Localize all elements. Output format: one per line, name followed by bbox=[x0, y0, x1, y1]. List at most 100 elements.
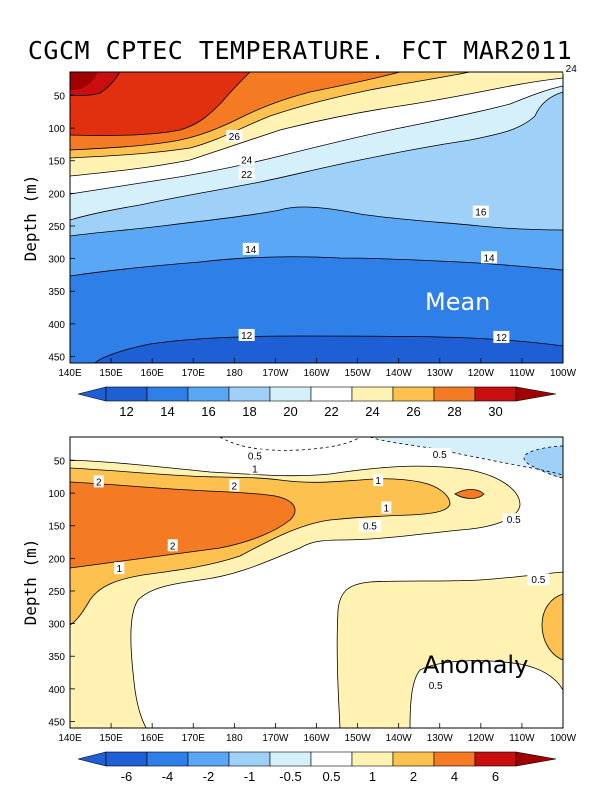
x-tick-label: 160E bbox=[140, 733, 164, 744]
colorbar-arrow-low bbox=[77, 386, 107, 402]
contour-label-box bbox=[424, 678, 447, 691]
x-tick-label: 140W bbox=[386, 368, 413, 379]
x-tick-label: 150W bbox=[345, 368, 372, 379]
colorbar-swatch bbox=[228, 751, 271, 767]
mean-panel-label: Mean bbox=[425, 288, 490, 316]
contour-label: 24 bbox=[241, 155, 253, 166]
contour-label: 1 bbox=[375, 476, 381, 487]
colorbar-tick-label: -0.5 bbox=[279, 769, 301, 784]
contour-label-box bbox=[493, 330, 510, 343]
x-tick-label: 150W bbox=[345, 733, 372, 744]
contour-label: 1 bbox=[117, 564, 123, 575]
anomaly-axes: 140E 150E 160E 170E 180 170W 160W 150W 140W 130W 1… bbox=[48, 456, 576, 744]
y-tick-label: 50 bbox=[54, 91, 66, 102]
colorbar-swatch bbox=[146, 751, 189, 767]
anom-band-2-east bbox=[455, 489, 484, 499]
contour-label: 22 bbox=[241, 170, 253, 181]
y-tick-label: 350 bbox=[48, 652, 65, 663]
x-tick-label: 110W bbox=[509, 733, 535, 744]
y-tick-label: 400 bbox=[48, 320, 65, 331]
x-tick-label: 100W bbox=[550, 733, 577, 744]
colorbar-swatch bbox=[433, 386, 476, 402]
x-tick-label: 150E bbox=[99, 733, 123, 744]
x-tick-label: 170E bbox=[182, 733, 206, 744]
x-tick-label: 100W bbox=[550, 368, 577, 379]
x-tick-label: 160W bbox=[303, 368, 330, 379]
anom-band-neg1 bbox=[524, 446, 563, 478]
x-tick-label: 160E bbox=[140, 368, 164, 379]
contour-label-box bbox=[229, 479, 240, 492]
x-tick-label: 130W bbox=[427, 733, 454, 744]
colorbar-swatch bbox=[433, 751, 476, 767]
contour-label-box bbox=[381, 501, 392, 514]
y-tick-label: 450 bbox=[48, 352, 65, 363]
x-tick-label: 120W bbox=[468, 733, 495, 744]
colorbar-swatch bbox=[187, 386, 230, 402]
x-tick-label: 120W bbox=[468, 368, 495, 379]
colorbar-tick-label: -6 bbox=[121, 769, 133, 784]
colorbar-swatch bbox=[187, 751, 230, 767]
contour-label-box bbox=[238, 328, 255, 341]
contour-label-box bbox=[243, 449, 266, 462]
y-tick-label: 400 bbox=[48, 685, 65, 696]
colorbar-swatch bbox=[310, 751, 353, 767]
colorbar-swatch bbox=[310, 386, 353, 402]
colorbar-swatch bbox=[146, 386, 189, 402]
x-tick-label: 150E bbox=[99, 368, 123, 379]
contour-label: 26 bbox=[229, 132, 241, 143]
colorbar-swatch bbox=[269, 386, 312, 402]
mean-band-29 bbox=[70, 72, 250, 136]
mean-contour-labels: 24 26 24 22 16 14 14 12 12 bbox=[226, 62, 580, 344]
anomaly-colorbar: -6 -4 -2 -1 -0.5 0.5 1 2 4 6 bbox=[77, 751, 557, 784]
y-tick-label: 200 bbox=[48, 554, 65, 565]
x-tick-label: 140W bbox=[386, 733, 413, 744]
contour-label-box bbox=[373, 474, 384, 487]
contour-label-box bbox=[167, 539, 178, 552]
colorbar-tick-label: 6 bbox=[492, 769, 499, 784]
anom-band-05-east bbox=[337, 572, 563, 728]
contour-label-box bbox=[242, 242, 259, 255]
contour-label: 2 bbox=[170, 541, 176, 552]
y-tick-label: 100 bbox=[48, 124, 65, 135]
contour-label-box bbox=[481, 251, 498, 264]
colorbar-tick-label: 14 bbox=[160, 404, 174, 419]
contour-label: 16 bbox=[475, 208, 487, 219]
contour-label-box bbox=[238, 153, 255, 166]
contour-label-box bbox=[428, 447, 451, 460]
contour-label: 14 bbox=[483, 253, 495, 264]
x-tick-label: 160W bbox=[303, 733, 330, 744]
x-tick-label: 170W bbox=[262, 733, 289, 744]
contour-label: 0.5 bbox=[531, 575, 545, 586]
contour-label-box bbox=[527, 573, 550, 586]
colorbar-tick-label: 28 bbox=[447, 404, 461, 419]
colorbar-swatch bbox=[392, 386, 435, 402]
colorbar-tick-label: 2 bbox=[410, 769, 417, 784]
colorbar-tick-label: -4 bbox=[162, 769, 174, 784]
colorbar-swatch bbox=[474, 751, 517, 767]
anomaly-contour-labels: 0.5 0.5 1 2 2 1 1 0.5 0.5 2 1 0.5 0.5 bbox=[93, 447, 550, 692]
contour-label: 0.5 bbox=[429, 681, 443, 692]
y-tick-label: 300 bbox=[48, 620, 65, 631]
colorbar-arrow-low bbox=[77, 751, 107, 767]
colorbar-tick-label: 1 bbox=[369, 769, 376, 784]
contour-label: 2 bbox=[232, 481, 238, 492]
x-tick-label: 140E bbox=[58, 733, 82, 744]
contour-label-box bbox=[93, 475, 104, 488]
contour-label: 14 bbox=[245, 245, 257, 256]
anomaly-field: Anomaly bbox=[70, 437, 563, 728]
y-tick-label: 50 bbox=[54, 456, 66, 467]
anom-band-2 bbox=[70, 482, 295, 568]
mean-colorbar: 12 14 16 18 20 22 24 26 28 30 bbox=[77, 386, 557, 419]
contour-label: 12 bbox=[496, 333, 508, 344]
mean-field: Mean bbox=[70, 72, 563, 363]
colorbar-tick-label: 18 bbox=[242, 404, 256, 419]
contour-label-box bbox=[502, 513, 525, 526]
y-tick-label: 200 bbox=[48, 189, 65, 200]
contour-label: 1 bbox=[384, 503, 390, 514]
y-tick-label: 250 bbox=[48, 587, 65, 598]
x-tick-label: 170W bbox=[262, 368, 289, 379]
colorbar-swatch bbox=[105, 751, 148, 767]
contour-label: 1 bbox=[252, 464, 258, 475]
contour-label-box bbox=[114, 562, 125, 575]
anomaly-panel-label: Anomaly bbox=[423, 651, 528, 679]
